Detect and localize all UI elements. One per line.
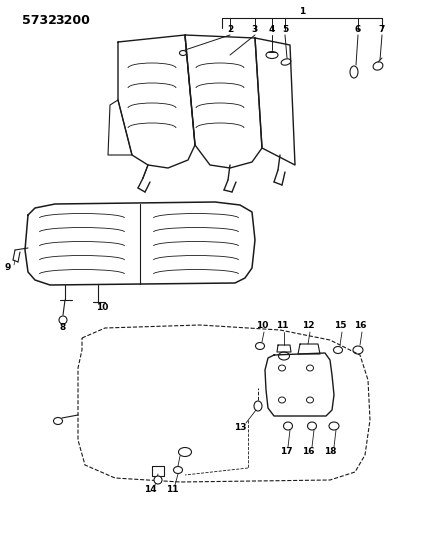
Circle shape — [154, 476, 162, 484]
Text: 7: 7 — [379, 26, 385, 35]
Text: 15: 15 — [334, 321, 346, 330]
Text: 1: 1 — [299, 7, 305, 17]
Text: 5732: 5732 — [22, 14, 57, 27]
Text: 14: 14 — [144, 486, 156, 495]
Text: 10: 10 — [256, 321, 268, 330]
Text: 16: 16 — [302, 448, 314, 456]
Text: 11: 11 — [166, 486, 178, 495]
Text: 5: 5 — [282, 26, 288, 35]
Circle shape — [59, 316, 67, 324]
Text: 3: 3 — [252, 26, 258, 35]
Text: 6: 6 — [355, 26, 361, 35]
Text: 4: 4 — [269, 26, 275, 35]
Text: 3200: 3200 — [55, 14, 90, 27]
Text: 12: 12 — [302, 321, 314, 330]
Text: 9: 9 — [5, 263, 11, 272]
Text: 2: 2 — [227, 26, 233, 35]
Text: 10: 10 — [96, 303, 108, 312]
Text: 13: 13 — [234, 424, 246, 432]
Text: 16: 16 — [354, 321, 366, 330]
Text: 8: 8 — [60, 324, 66, 333]
Text: 18: 18 — [324, 448, 336, 456]
Text: 17: 17 — [279, 448, 292, 456]
Text: 11: 11 — [276, 321, 288, 330]
